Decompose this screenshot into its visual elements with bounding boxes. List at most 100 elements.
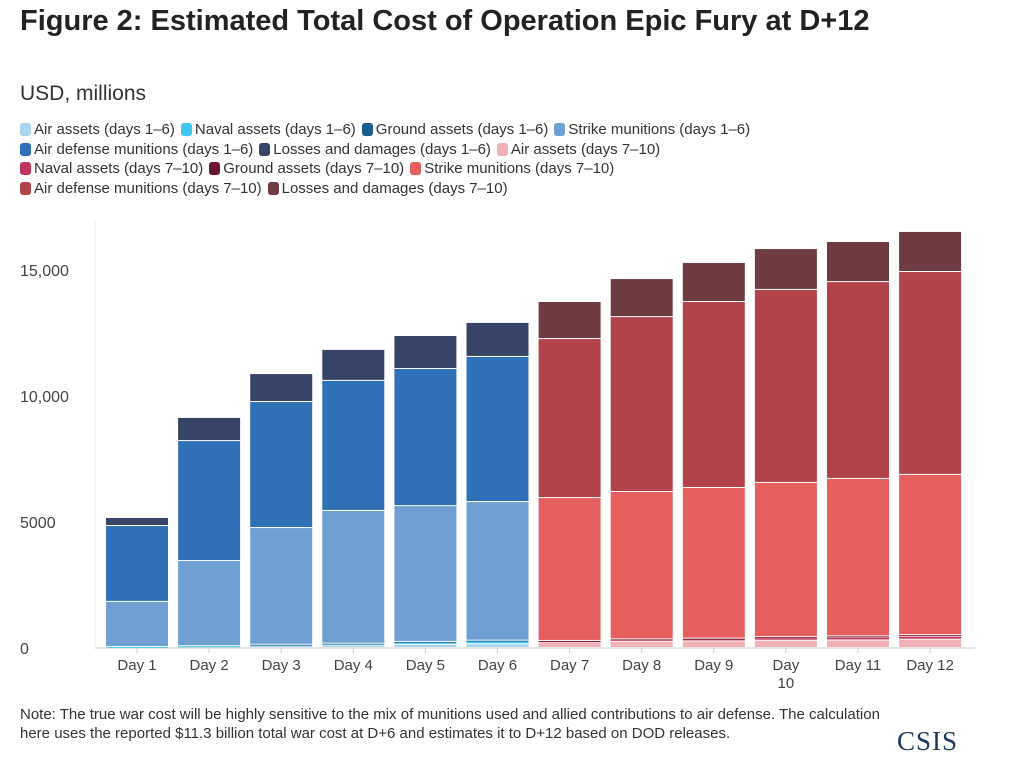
bar-segment xyxy=(538,498,601,640)
bar-segment xyxy=(322,380,385,510)
x-tick-label: Day 9 xyxy=(694,657,733,674)
y-tick-label: 15,000 xyxy=(20,263,69,280)
bar-segment xyxy=(899,636,962,639)
x-tick-label: Day 7 xyxy=(550,657,589,674)
y-tick-label: 5000 xyxy=(20,515,56,532)
bar-segment xyxy=(827,640,889,647)
legend-swatch xyxy=(259,142,271,156)
legend-swatch xyxy=(180,123,192,136)
bar-segment xyxy=(394,642,457,644)
bar-segment xyxy=(682,302,745,487)
bar-segment xyxy=(250,528,313,644)
legend-label: Naval assets (days 7–10) xyxy=(34,160,204,177)
bar-segment xyxy=(466,640,529,642)
legend-swatch xyxy=(20,181,31,195)
legend-label: Ground assets (days 7–10) xyxy=(223,160,405,177)
legend-item: Air defense munitions (days 1–6) xyxy=(20,140,253,160)
bar-segment xyxy=(322,349,385,380)
bar-segment xyxy=(394,336,457,369)
bar-segment xyxy=(754,289,817,482)
bar-segment xyxy=(466,502,529,640)
bar-segment xyxy=(754,249,817,289)
bar-segment xyxy=(394,506,457,641)
bar-segment xyxy=(682,638,745,640)
legend-label: Strike munitions (days 1–6) xyxy=(568,121,751,138)
bar-segment xyxy=(899,635,962,636)
bar-segment xyxy=(610,317,673,492)
bar-segment xyxy=(106,517,168,526)
legend-item: Naval assets (days 1–6) xyxy=(180,120,356,140)
chart-title: Figure 2: Estimated Total Cost of Operat… xyxy=(20,5,870,37)
bar-segment xyxy=(610,279,673,317)
legend-swatch xyxy=(20,162,31,175)
bar-segment xyxy=(250,374,313,402)
bar-segment xyxy=(250,402,313,528)
x-tick-label: Day 5 xyxy=(406,657,445,674)
bar-segment xyxy=(322,643,385,645)
legend-label: Losses and damages (days 7–10) xyxy=(281,179,508,197)
chart-subtitle: USD, millions xyxy=(20,82,147,105)
y-tick-label: 0 xyxy=(20,641,29,658)
x-tick-label: Day 12 xyxy=(906,657,954,674)
legend-item: Air assets (days 7–10) xyxy=(496,140,661,160)
bar-segment xyxy=(322,510,385,643)
legend-swatch xyxy=(20,123,31,136)
legend-label: Losses and damages (days 1–6) xyxy=(273,140,491,158)
bar-segment xyxy=(754,638,817,640)
x-tick-label: Day 11 xyxy=(835,657,881,674)
bar-segment xyxy=(538,642,601,647)
legend-item: Air defense munitions (days 7–10) xyxy=(20,179,262,199)
legend-swatch xyxy=(554,123,566,136)
bar-segment xyxy=(538,302,601,339)
chart-plot: 0 5000 10,000 15,000 Day 1 Day 2 Day 3 Day 4 Day… xyxy=(20,220,975,692)
bar-segment xyxy=(394,644,457,647)
legend-item: Ground assets (days 1–6) xyxy=(361,120,549,140)
bar-segment xyxy=(322,645,385,647)
bar-segment xyxy=(754,640,817,647)
bar-segment xyxy=(178,646,241,648)
bar-segment xyxy=(827,478,889,636)
bar-segment xyxy=(538,641,601,643)
legend-item: Losses and damages (days 1–6) xyxy=(259,140,491,160)
x-tick-label: Day 3 xyxy=(262,657,301,674)
legend-swatch xyxy=(20,142,31,156)
legend-item: Strike munitions (days 1–6) xyxy=(554,120,750,140)
bar-segment xyxy=(106,646,168,648)
bar-segment xyxy=(610,641,673,647)
bar-segment xyxy=(899,231,962,272)
legend-item: Air assets (days 1–6) xyxy=(20,120,175,140)
bar-segment xyxy=(394,641,457,643)
bar-segment xyxy=(178,561,241,646)
bar-segment xyxy=(682,639,745,641)
bar-segment xyxy=(466,640,529,644)
bar-segment xyxy=(610,639,673,641)
x-tick-label: Day 4 xyxy=(334,657,373,674)
legend-item: Strike munitions (days 7–10) xyxy=(410,159,614,179)
bar-segment xyxy=(899,474,962,635)
bar-segment xyxy=(827,636,889,638)
y-tick-label: 10,000 xyxy=(20,389,69,406)
legend-label: Air assets (days 7–10) xyxy=(510,140,661,158)
legend-label: Air defense munitions (days 7–10) xyxy=(34,179,262,197)
x-tick-label: Day 8 xyxy=(622,657,661,674)
bar-segment xyxy=(178,441,241,561)
bar-segment xyxy=(466,322,529,356)
x-tick-label: Day 10 xyxy=(773,657,800,692)
bar-segment xyxy=(538,339,601,498)
bar-segment xyxy=(250,645,313,647)
bar-segment xyxy=(466,356,529,502)
legend-item: Naval assets (days 7–10) xyxy=(20,159,203,179)
bar-segment xyxy=(178,646,241,648)
bar-segment xyxy=(754,482,817,637)
csis-logo: CSIS xyxy=(897,726,959,756)
legend-item: Ground assets (days 7–10) xyxy=(209,159,404,179)
x-tick-label: Day 2 xyxy=(190,657,229,674)
legend-label: Ground assets (days 1–6) xyxy=(375,121,549,138)
bar-segment xyxy=(250,644,313,646)
bar-segment xyxy=(106,526,168,601)
legend-swatch xyxy=(410,162,422,175)
bar-segment xyxy=(827,637,889,640)
bar-segment xyxy=(682,487,745,638)
bar-segment xyxy=(827,242,889,282)
bar-segment xyxy=(610,639,673,641)
